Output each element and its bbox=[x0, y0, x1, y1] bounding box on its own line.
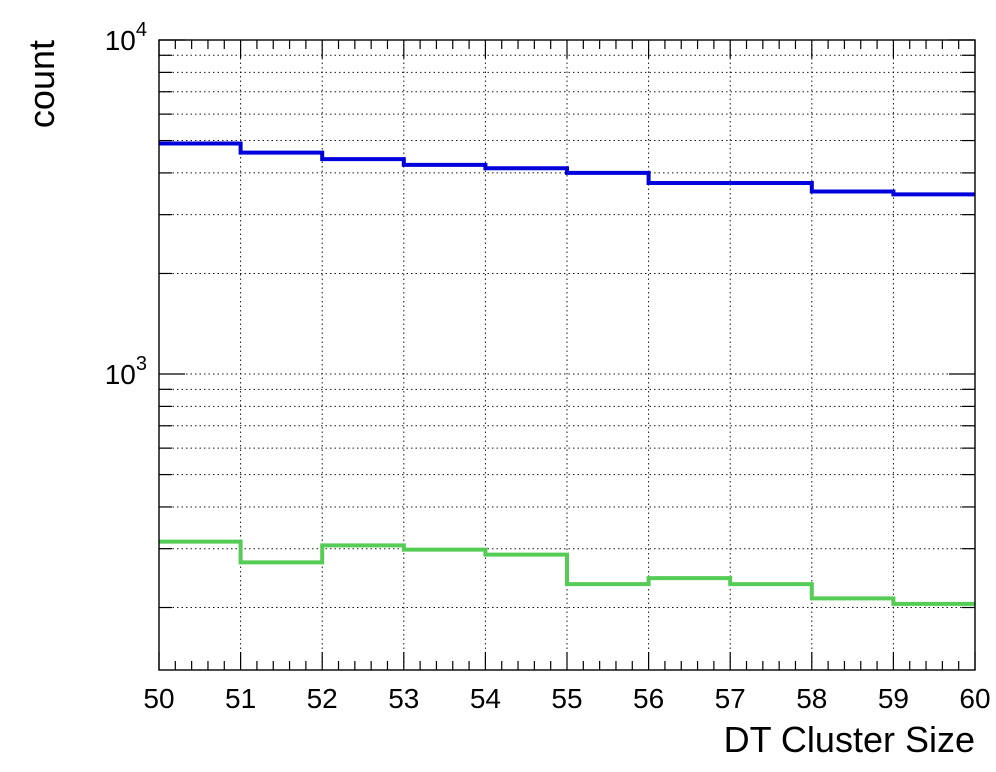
grid-lines bbox=[159, 40, 975, 670]
x-tick-label: 55 bbox=[551, 683, 582, 714]
axis-ticks bbox=[158, 39, 976, 670]
y-axis-title: count bbox=[21, 40, 62, 128]
x-tick-label: 60 bbox=[959, 683, 990, 714]
x-tick-label: 57 bbox=[715, 683, 746, 714]
series-line-1 bbox=[159, 141, 975, 197]
x-tick-label: 56 bbox=[633, 683, 664, 714]
y-tick-label: 103 bbox=[105, 353, 147, 390]
series-line-2 bbox=[159, 539, 975, 606]
x-tick-label: 59 bbox=[878, 683, 909, 714]
x-tick-label: 53 bbox=[388, 683, 419, 714]
x-tick-label: 52 bbox=[307, 683, 338, 714]
x-tick-label: 58 bbox=[796, 683, 827, 714]
x-tick-label: 50 bbox=[143, 683, 174, 714]
data-series bbox=[159, 141, 975, 606]
x-axis-title: DT Cluster Size bbox=[724, 719, 975, 760]
axis-labels: 50 51 52 53 54 55 56 57 58 59 60 103 104 DT Cluster S… bbox=[21, 19, 991, 760]
x-tick-label: 51 bbox=[225, 683, 256, 714]
y-tick-label: 104 bbox=[105, 19, 147, 56]
x-tick-label: 54 bbox=[470, 683, 501, 714]
